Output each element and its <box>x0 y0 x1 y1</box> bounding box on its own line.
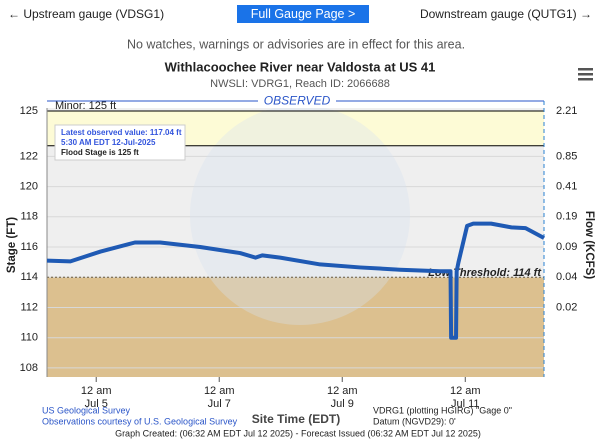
observed-label: OBSERVED <box>264 94 331 108</box>
notice: No watches, warnings or advisories are i… <box>127 37 465 51</box>
source-link[interactable]: US Geological Survey <box>42 405 131 415</box>
x-tick-date: Jul 7 <box>208 398 231 410</box>
y2-tick-label: 0.19 <box>556 211 577 223</box>
x-tick-time: 12 am <box>327 385 358 397</box>
y-tick-label: 114 <box>20 271 38 283</box>
full-gauge-button[interactable] <box>237 5 369 23</box>
menu-icon[interactable] <box>578 68 593 81</box>
courtesy: Observations courtesy of U.S. Geological… <box>42 416 238 426</box>
downstream-link[interactable]: Downstream gauge (QUTG1) → <box>420 7 592 21</box>
y2-tick-label: 0.09 <box>556 241 577 253</box>
legend-time: 5:30 AM EDT 12-Jul-2025 <box>61 138 156 147</box>
x-axis-label: Site Time (EDT) <box>252 412 340 426</box>
y2-tick-label: 2.21 <box>556 105 577 117</box>
low-band <box>47 277 544 377</box>
x-tick-time: 12 am <box>450 385 481 397</box>
minor-label: Minor: 125 ft <box>55 100 116 112</box>
legend-box <box>54 124 186 161</box>
x-tick-time: 12 am <box>204 385 235 397</box>
x-tick-date: Jul 11 <box>451 398 480 410</box>
y2-tick-label: 0.85 <box>556 150 577 162</box>
graph-created: Graph Created: (06:32 AM EDT Jul 12 2025… <box>115 428 481 438</box>
y2-tick-label: 0.41 <box>556 180 577 192</box>
y-tick-label: 122 <box>20 150 38 162</box>
y-axis-label: Stage (FT) <box>6 217 18 273</box>
x-tick-date: Jul 9 <box>331 398 354 410</box>
x-tick-time: 12 am <box>81 385 112 397</box>
stage-line <box>46 221 545 340</box>
y-tick-label: 116 <box>20 241 38 253</box>
upstream-link[interactable]: ← Upstream gauge (VDSG1) <box>8 7 164 21</box>
y-tick-label: 110 <box>20 332 38 344</box>
chart-subtitle: NWSLI: VDRG1, Reach ID: 2066688 <box>210 78 390 90</box>
chart-title: Withlacoochee River near Valdosta at US … <box>165 59 436 74</box>
y-tick-label: 108 <box>20 362 38 374</box>
y-tick-label: 118 <box>20 211 38 223</box>
legend-latest: Latest observed value: 117.04 ft <box>61 128 182 137</box>
gage-info: VDRG1 (plotting HGIRG) "Gage 0" <box>373 405 512 415</box>
x-tick-date: Jul 5 <box>85 398 108 410</box>
y2-axis-label: Flow (KCFS) <box>583 211 595 280</box>
menu-bar[interactable] <box>578 68 593 71</box>
full-gauge-button-label[interactable]: Full Gauge Page > <box>251 7 356 21</box>
watermark <box>190 105 410 325</box>
menu-bar[interactable] <box>578 78 593 81</box>
observed-label-bg <box>258 94 336 108</box>
y2-tick-label: 0.04 <box>556 271 577 283</box>
menu-bar[interactable] <box>578 73 593 76</box>
y-tick-label: 120 <box>20 180 38 192</box>
datum-info: Datum (NGVD29): 0' <box>373 416 456 426</box>
y-tick-label: 112 <box>20 301 38 313</box>
y-tick-label: 125 <box>20 105 38 117</box>
y2-tick-label: 0.02 <box>556 301 577 313</box>
legend-flood: Flood Stage is 125 ft <box>61 148 139 157</box>
